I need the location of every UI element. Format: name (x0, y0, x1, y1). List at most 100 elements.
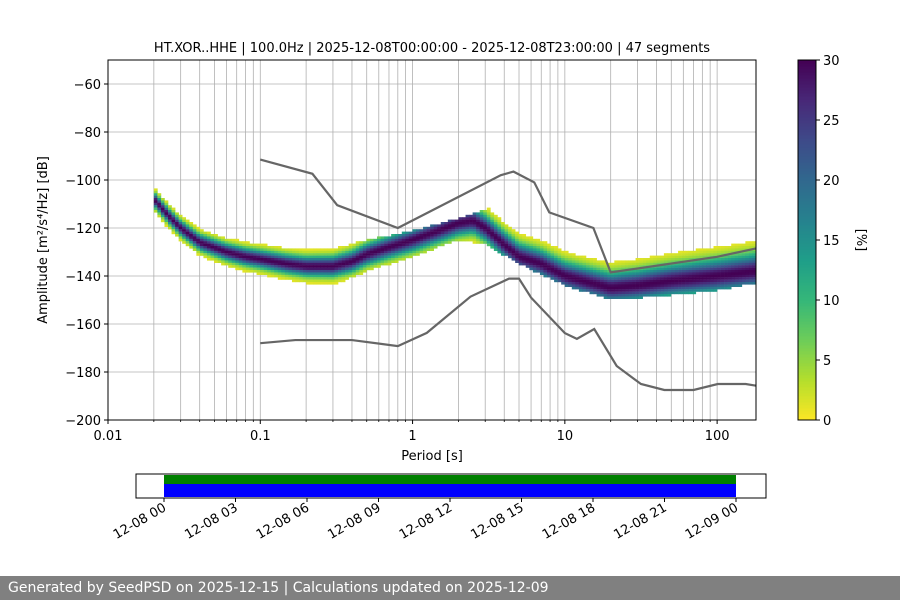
heatmap-cell (741, 243, 746, 247)
heatmap-cell (529, 255, 534, 259)
heatmap-cell (575, 265, 580, 268)
heatmap-cell (600, 267, 604, 271)
heatmap-cell (741, 267, 746, 271)
heatmap-cell (522, 238, 527, 242)
heatmap-cell (681, 262, 686, 266)
heatmap-cell (709, 289, 714, 292)
heatmap-cell (596, 282, 601, 285)
heatmap-cell (221, 236, 225, 239)
plot-frame (107, 59, 757, 421)
heatmap-cell (458, 238, 463, 242)
heatmap-cell (369, 243, 374, 247)
heatmap-cell (185, 234, 190, 237)
heatmap-cell (313, 274, 318, 278)
heatmap-cell (639, 286, 643, 290)
heatmap-cell (348, 260, 353, 263)
heatmap-cell (242, 260, 247, 263)
heatmap-cell (302, 255, 307, 259)
heatmap-cell (529, 260, 534, 263)
heatmap-cell (384, 260, 388, 263)
heatmap-cell (557, 262, 562, 266)
heatmap-cell (692, 277, 697, 280)
heatmap-cell (217, 250, 222, 254)
heatmap-cell (253, 258, 257, 261)
heatmap-cell (685, 286, 689, 290)
heatmap-cell (632, 289, 636, 292)
heatmap-cell (731, 272, 736, 275)
heatmap-cell (575, 267, 580, 271)
heatmap-cell (472, 217, 477, 220)
heatmap-cell (504, 231, 509, 235)
heatmap-cell (281, 260, 286, 263)
heatmap-cell (646, 279, 651, 283)
heatmap-cell (196, 246, 201, 249)
heatmap-cell (525, 246, 530, 249)
heatmap-cell (614, 272, 619, 275)
heatmap-cell (702, 286, 707, 290)
heatmap-cell (323, 258, 328, 261)
heatmap-cell (571, 265, 576, 268)
heatmap-cell (430, 234, 434, 237)
heatmap-cell (748, 270, 753, 273)
heatmap-cell (175, 234, 179, 237)
heatmap-cell (253, 243, 257, 247)
heatmap-cell (401, 253, 406, 256)
heatmap-cell (316, 253, 321, 256)
heatmap-cell (568, 267, 573, 271)
heatmap-cell (168, 217, 172, 220)
heatmap-cell (373, 253, 378, 256)
heatmap-cell (550, 265, 555, 268)
heatmap-cell (561, 270, 566, 273)
heatmap-cell (515, 243, 519, 247)
heatmap-cell (299, 258, 303, 261)
heatmap-cell (444, 241, 449, 244)
heatmap-cell (483, 234, 488, 237)
heatmap-cell (713, 272, 718, 275)
heatmap-cell (366, 255, 371, 259)
heatmap-cell (557, 260, 562, 263)
heatmap-cell (160, 219, 165, 223)
heatmap-cell (596, 291, 601, 295)
heatmap-cell (256, 246, 261, 249)
heatmap-cell (685, 291, 689, 295)
heatmap-cell (323, 265, 328, 268)
heatmap-cell (497, 229, 502, 232)
heatmap-cell (309, 253, 314, 256)
heatmap-cell (709, 284, 714, 287)
colorbar-swatch (798, 210, 816, 214)
heatmap-cell (681, 265, 686, 268)
heatmap-cell (678, 250, 682, 254)
heatmap-cell (433, 224, 438, 227)
heatmap-cell (291, 255, 296, 259)
heatmap-cell (568, 265, 573, 268)
heatmap-cell (660, 272, 665, 275)
heatmap-cell (731, 246, 736, 249)
y-axis-ticks: −60−80−100−120−140−160−180−200 (65, 78, 108, 429)
heatmap-cell (185, 219, 190, 223)
heatmap-cell (593, 289, 597, 292)
heatmap-cell (465, 231, 470, 235)
heatmap-cell (667, 258, 672, 261)
heatmap-cell (518, 238, 523, 242)
heatmap-cell (596, 262, 601, 266)
heatmap-cell (557, 267, 562, 271)
heatmap-cell (748, 241, 753, 244)
heatmap-cell (695, 262, 700, 266)
heatmap-cell (451, 234, 456, 237)
heatmap-cell (401, 234, 406, 237)
heatmap-cell (454, 222, 459, 225)
heatmap-cell (267, 248, 272, 251)
heatmap-cell (717, 277, 721, 280)
heatmap-cell (564, 258, 569, 261)
heatmap-cell (288, 265, 293, 268)
heatmap-cell (398, 248, 403, 251)
heatmap-cell (426, 229, 431, 232)
heatmap-cell (376, 265, 381, 268)
heatmap-cell (731, 277, 736, 280)
heatmap-cell (369, 241, 374, 244)
heatmap-cell (589, 258, 594, 261)
heatmap-cell (624, 291, 629, 295)
heatmap-cell (238, 265, 243, 268)
heatmap-cell (674, 286, 679, 290)
timeline-tick-label: 12-08 21 (611, 500, 669, 542)
